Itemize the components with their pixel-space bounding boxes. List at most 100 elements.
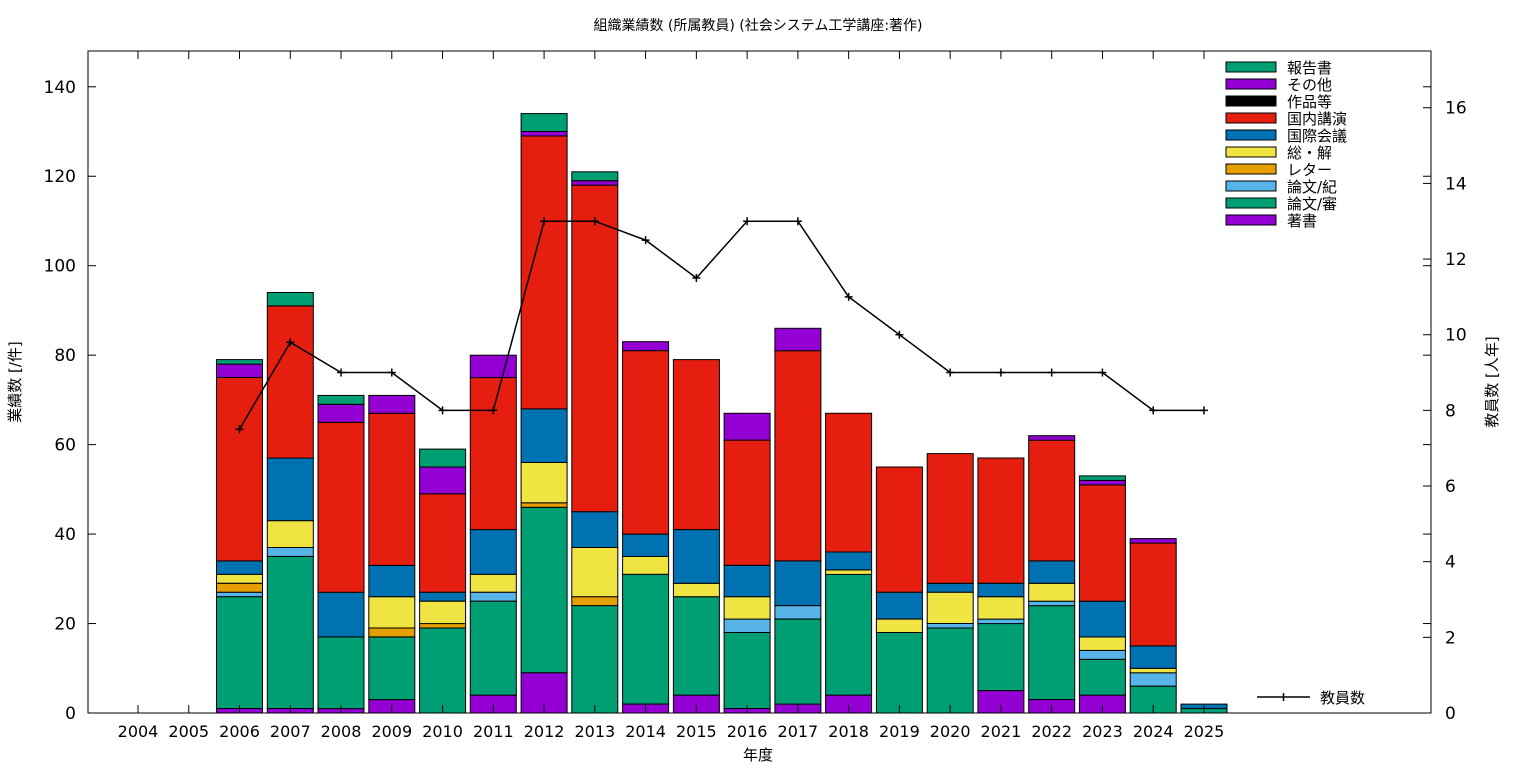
bar-segment-2016-s1 xyxy=(723,632,771,709)
x-tick-label-2014: 2014 xyxy=(625,722,666,741)
bar-segment-2006-s4 xyxy=(216,573,263,584)
y2-axis-label: 教員数 [人年] xyxy=(1483,336,1501,427)
legend-item-1: その他 xyxy=(1225,76,1332,94)
bar-segment-2015-s4 xyxy=(672,582,720,598)
bar-segment-2015-s5 xyxy=(672,529,720,584)
bar-segment-2017-s6 xyxy=(774,350,822,562)
bar-segment-2007-s9 xyxy=(266,292,314,307)
bar-segment-2013-s9 xyxy=(571,171,619,182)
bar-segment-2013-s8 xyxy=(571,180,619,186)
bar-segment-2022-s2 xyxy=(1028,600,1076,607)
x-tick-label-2017: 2017 xyxy=(778,722,819,741)
line-point-2024 xyxy=(1149,406,1158,415)
line-point-2013 xyxy=(590,217,599,226)
bar-segment-2020-s1 xyxy=(926,627,974,714)
plot-frame xyxy=(87,50,1432,714)
bar-segment-2011-s4 xyxy=(469,573,517,593)
y2-tick-label-2: 4 xyxy=(1445,553,1456,573)
bar-segment-2021-s6 xyxy=(977,457,1025,584)
bar-segment-2008-s8 xyxy=(317,403,365,423)
bar-segment-2009-s5 xyxy=(368,564,416,598)
bar-segment-2011-s2 xyxy=(469,591,517,602)
line-point-2007 xyxy=(286,338,295,347)
bar-segment-2010-s6 xyxy=(419,493,467,593)
bar-segment-2007-s5 xyxy=(266,457,314,522)
bar-segment-2008-s9 xyxy=(317,394,365,405)
legend-label-3: 国内講演 xyxy=(1287,110,1347,128)
bar-segment-2012-s6 xyxy=(520,135,568,410)
legend-label-8: 論文/審 xyxy=(1287,195,1337,213)
bar-segment-2017-s1 xyxy=(774,618,822,705)
line-layer xyxy=(235,217,1208,434)
bar-segment-2010-s3 xyxy=(419,623,467,629)
bar-segment-2024-s4 xyxy=(1129,667,1177,674)
bar-segment-2020-s5 xyxy=(926,582,974,593)
legend-item-4: 国際会議 xyxy=(1225,127,1347,145)
line-point-2022 xyxy=(1047,368,1056,377)
bar-segment-2018-s4 xyxy=(825,569,873,575)
x-tick-label-2004: 2004 xyxy=(118,722,159,741)
bar-segment-2009-s8 xyxy=(368,394,416,414)
line-point-2011 xyxy=(489,406,498,415)
legend-swatch-4 xyxy=(1225,129,1277,141)
legend-swatch-1 xyxy=(1225,78,1277,90)
line-legend-label: 教員数 xyxy=(1320,689,1365,707)
line-point-2006 xyxy=(235,425,244,434)
y2-axis: 0 2 4 6 8 10 12 14 16 xyxy=(1423,99,1467,724)
y-tick-label-2: 40 xyxy=(54,525,76,545)
legend-swatch-9 xyxy=(1225,214,1277,226)
bar-segment-2010-s8 xyxy=(419,466,467,495)
bar-segment-2009-s6 xyxy=(368,412,416,566)
bar-segment-2023-s5 xyxy=(1078,600,1126,638)
bar-segment-2021-s1 xyxy=(977,623,1025,692)
legend-label-9: 著書 xyxy=(1287,212,1317,230)
y-tick-label-7: 140 xyxy=(44,78,76,98)
bar-segment-2019-s5 xyxy=(875,591,923,620)
bar-segment-2015-s1 xyxy=(672,596,720,696)
x-tick-label-2010: 2010 xyxy=(422,722,463,741)
legend-swatch-5 xyxy=(1225,146,1277,158)
x-tick-label-2023: 2023 xyxy=(1082,722,1123,741)
bar-segment-2020-s2 xyxy=(926,623,974,629)
x-axis: 2004 2005 2006 2007 2008 2009 2010 2011 2012 2013… xyxy=(118,51,1224,741)
bar-segment-2012-s1 xyxy=(520,506,568,674)
bar-segment-2008-s5 xyxy=(317,591,365,638)
bar-segment-2014-s4 xyxy=(622,555,670,575)
bar-segment-2023-s2 xyxy=(1078,649,1126,660)
x-tick-label-2015: 2015 xyxy=(676,722,717,741)
line-point-2014 xyxy=(641,236,650,245)
bar-segment-2021-s4 xyxy=(977,596,1025,620)
y2-tick-label-5: 10 xyxy=(1445,326,1467,346)
y-axis: 0 20 40 60 80 100 120 140 xyxy=(44,78,1431,724)
bar-segment-2012-s5 xyxy=(520,408,568,463)
legend-swatch-3 xyxy=(1225,112,1277,124)
bar-segment-2021-s2 xyxy=(977,618,1025,625)
bar-segment-2023-s1 xyxy=(1078,658,1126,696)
x-tick-label-2021: 2021 xyxy=(981,722,1022,741)
y2-tick-label-7: 14 xyxy=(1445,174,1467,194)
x-tick-label-2006: 2006 xyxy=(219,722,260,741)
bar-segment-2006-s9 xyxy=(216,359,263,365)
x-tick-label-2007: 2007 xyxy=(270,722,311,741)
bar-segment-2007-s1 xyxy=(266,555,314,710)
bar-segment-2008-s1 xyxy=(317,636,365,710)
legend-swatch-7 xyxy=(1225,180,1277,192)
bar-segment-2012-s8 xyxy=(520,131,568,137)
legend-item-5: 総・解 xyxy=(1225,144,1332,162)
y-axis-label: 業績数 [/件] xyxy=(6,341,24,423)
bar-segment-2010-s5 xyxy=(419,591,467,602)
x-tick-label-2012: 2012 xyxy=(524,722,565,741)
bar-layer xyxy=(216,113,1228,714)
bar-segment-2015-s6 xyxy=(672,359,720,531)
line-point-2025 xyxy=(1199,406,1208,415)
y2-tick-label-8: 16 xyxy=(1445,99,1467,119)
bar-segment-2017-s5 xyxy=(774,560,822,607)
bar-segment-2007-s4 xyxy=(266,520,314,549)
bar-segment-2022-s1 xyxy=(1028,605,1076,700)
bar-segment-2011-s1 xyxy=(469,600,517,696)
y-tick-label-3: 60 xyxy=(54,436,76,456)
x-tick-label-2009: 2009 xyxy=(371,722,412,741)
bar-segment-2023-s8 xyxy=(1078,479,1126,486)
bar-segment-2017-s2 xyxy=(774,605,822,620)
